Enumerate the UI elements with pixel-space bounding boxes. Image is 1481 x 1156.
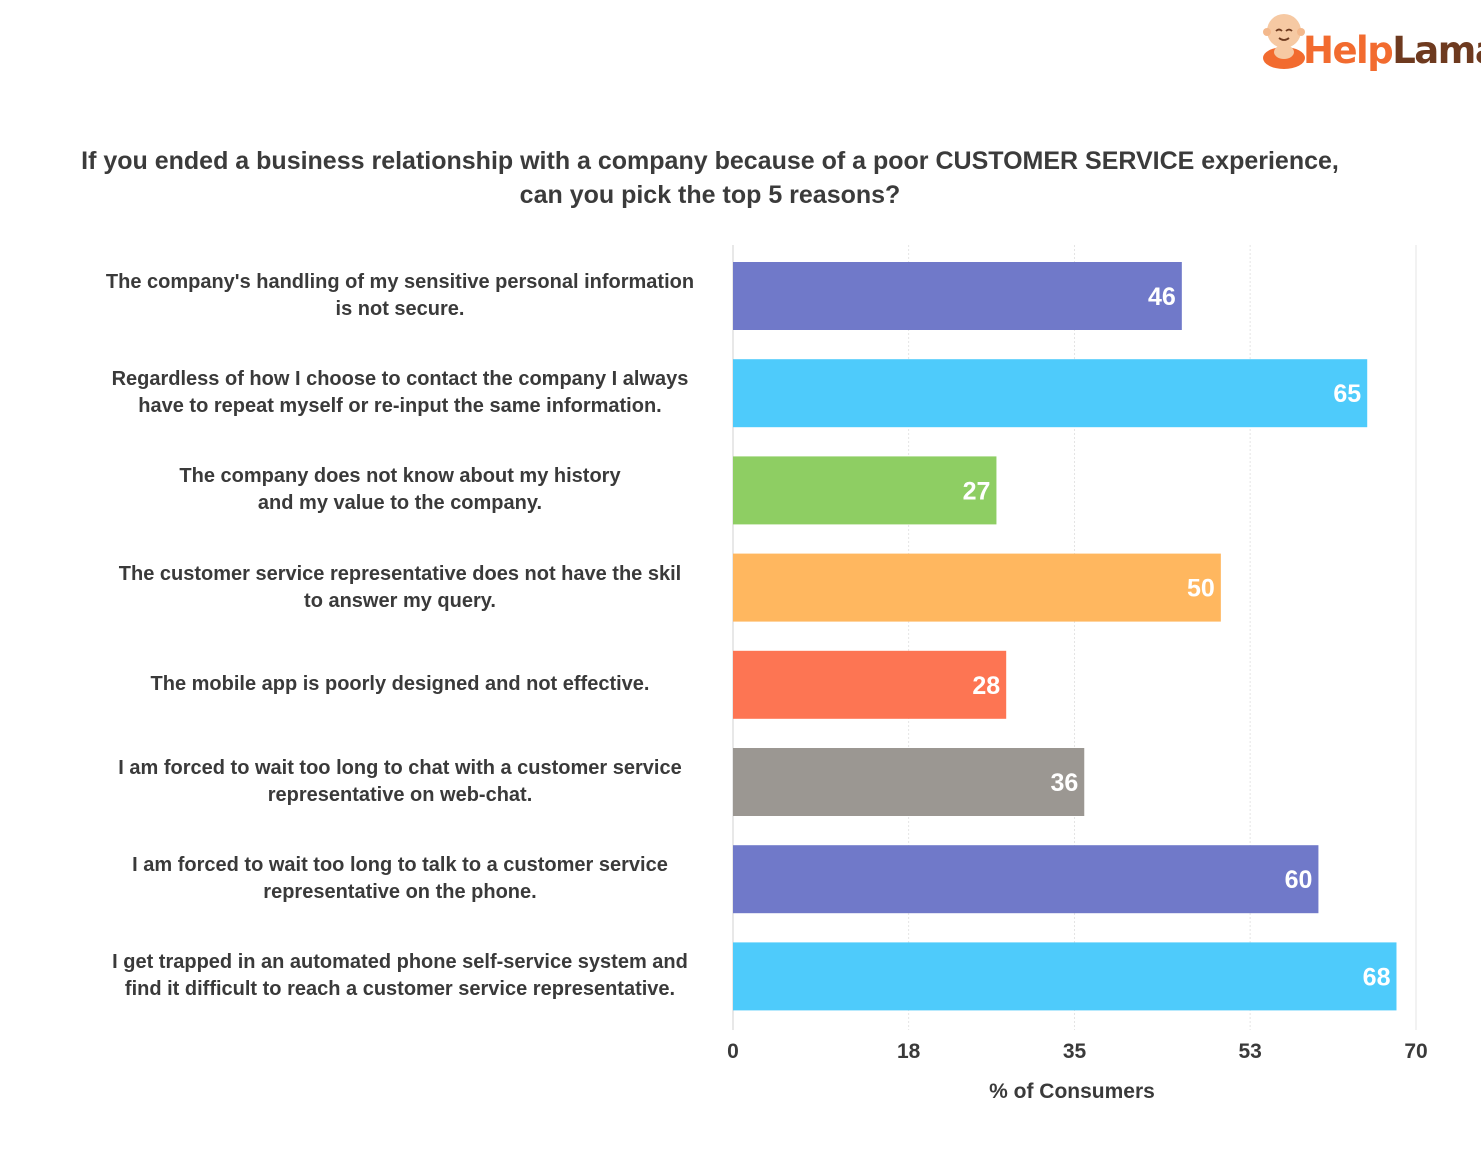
category-label: The company does not know about my histo…	[80, 463, 720, 517]
brand-name: HelpLama	[1303, 32, 1481, 69]
category-label-line: The company does not know about my histo…	[179, 465, 621, 488]
category-label-line: and my value to the company.	[257, 492, 543, 515]
brand-name-help: Help	[1303, 29, 1394, 72]
category-label-line: have to repeat myself or re-input the sa…	[138, 395, 662, 418]
monk-mascot-icon	[1263, 14, 1305, 69]
x-tick-label: 70	[1404, 1040, 1427, 1063]
bar	[733, 262, 1182, 330]
category-label: Regardless of how I choose to contact th…	[80, 366, 720, 420]
x-tick-label: 53	[1238, 1040, 1261, 1063]
category-label-line: Regardless of how I choose to contact th…	[111, 368, 689, 391]
category-label-line: representative on the phone.	[263, 881, 537, 904]
category-label-line: find it difficult to reach a customer se…	[124, 978, 676, 1001]
category-label-line: The customer service representative does…	[118, 562, 682, 585]
chart-title-line-2: can you pick the top 5 reasons?	[519, 181, 901, 209]
bar	[733, 845, 1319, 914]
helplama-logo: HelpLama	[1258, 8, 1481, 80]
chart-title-line-1: If you ended a business relationship wit…	[81, 147, 1339, 175]
bar	[733, 650, 1007, 719]
bar	[733, 942, 1397, 1011]
bar-value-label: 27	[963, 477, 991, 505]
category-label-line: The mobile app is poorly designed and no…	[150, 673, 650, 696]
category-label: I am forced to wait too long to talk to …	[80, 852, 720, 906]
category-label: The company's handling of my sensitive p…	[80, 269, 720, 323]
bar-value-label: 36	[1050, 769, 1078, 797]
x-tick-label: 18	[897, 1040, 921, 1063]
category-label: I am forced to wait too long to chat wit…	[80, 755, 720, 809]
category-label: The mobile app is poorly designed and no…	[80, 671, 720, 698]
x-tick-label: 0	[727, 1040, 739, 1063]
category-label: The customer service representative does…	[80, 561, 720, 615]
bar-value-label: 50	[1187, 575, 1215, 603]
x-axis-label: % of Consumers	[989, 1080, 1155, 1103]
category-label-line: I am forced to wait too long to chat wit…	[118, 757, 682, 779]
bar-value-label: 46	[1148, 283, 1176, 311]
category-label-line: I am forced to wait too long to talk to …	[132, 854, 668, 877]
category-label-line: representative on web-chat.	[267, 784, 533, 806]
category-label-line: The company's handling of my sensitive p…	[105, 271, 695, 293]
bar	[733, 359, 1368, 428]
bar-value-label: 60	[1285, 866, 1313, 894]
category-label-line: I get trapped in an automated phone self…	[112, 951, 688, 974]
category-label-line: is not secure.	[335, 298, 465, 320]
x-tick-label: 35	[1063, 1040, 1087, 1063]
bar-value-label: 68	[1363, 963, 1391, 991]
bar-value-label: 28	[972, 672, 1000, 700]
bar-value-label: 65	[1333, 380, 1361, 408]
bar	[733, 553, 1221, 622]
brand-name-lama: Lama	[1392, 29, 1481, 72]
chart-title: If you ended a business relationship wit…	[40, 144, 1380, 212]
bar	[733, 748, 1085, 816]
category-label: I get trapped in an automated phone self…	[80, 949, 720, 1003]
bar	[733, 456, 997, 525]
category-label-line: to answer my query.	[304, 589, 496, 612]
